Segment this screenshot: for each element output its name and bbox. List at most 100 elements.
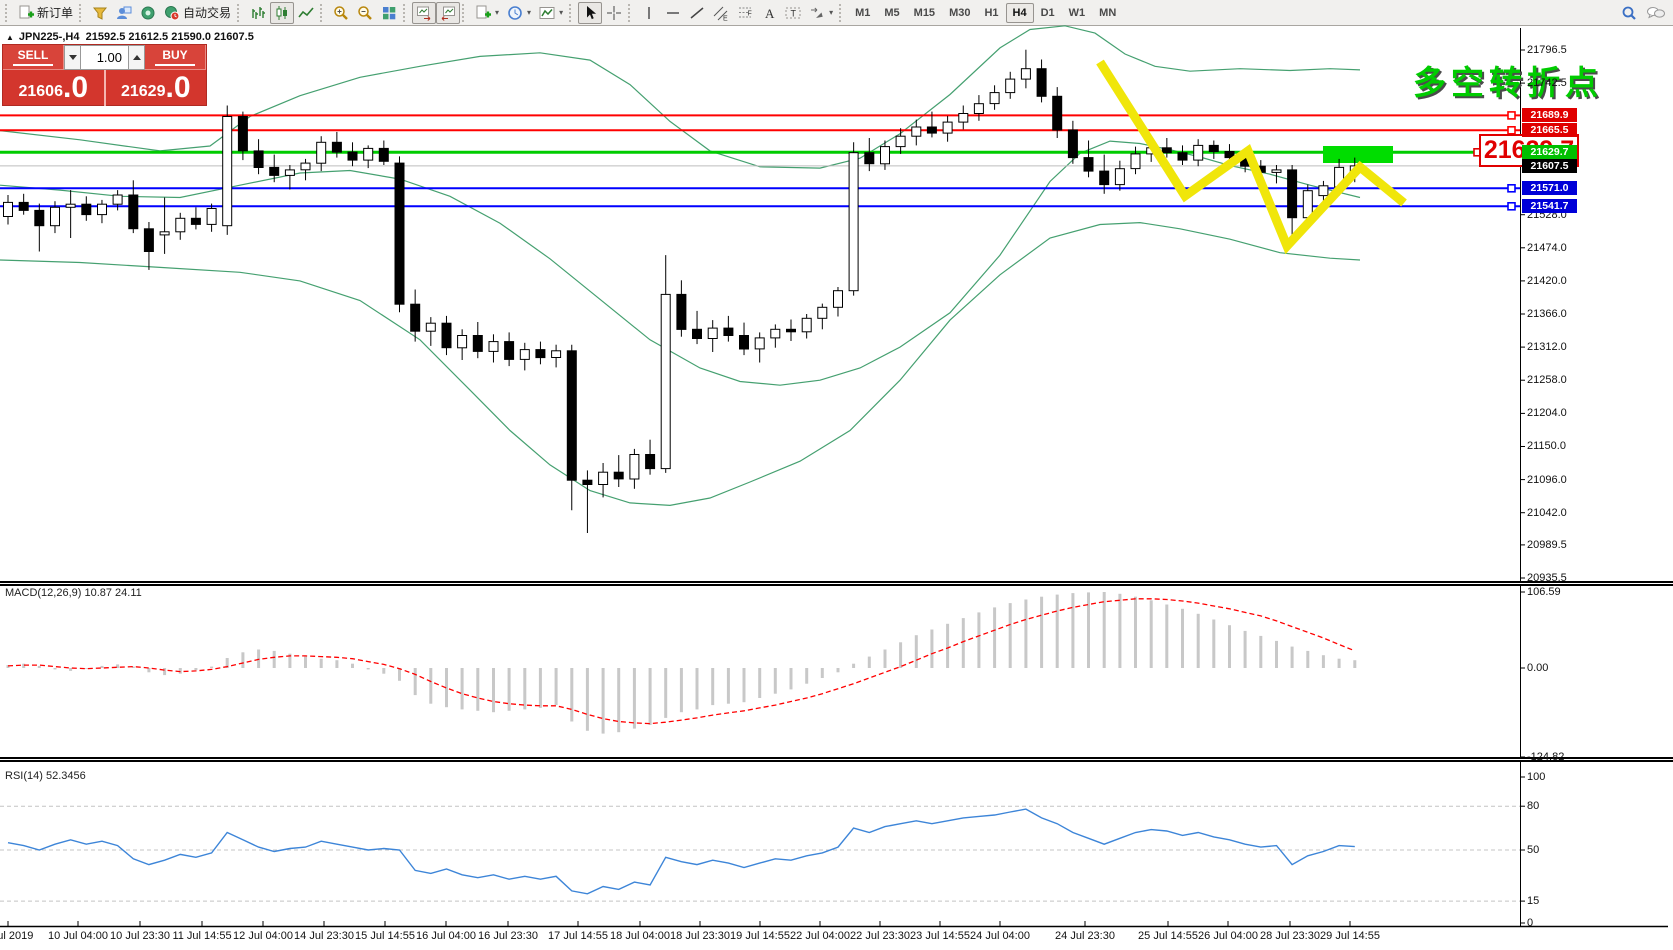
timeframe-m15-button[interactable]: M15 xyxy=(913,6,936,19)
cursor-icon xyxy=(582,5,598,21)
ohlc-values: 21592.5 21612.5 21590.0 21607.5 xyxy=(85,31,254,43)
profiles-button[interactable]: ▾ xyxy=(503,2,535,24)
chevron-down-icon: ▾ xyxy=(527,8,532,17)
buy-price[interactable]: 21629.0 xyxy=(120,71,191,104)
timeframe-h1-button[interactable]: H1 xyxy=(984,6,999,19)
turning-point-annotation: 多空转折点 xyxy=(1413,64,1603,101)
svg-text:T: T xyxy=(791,8,797,18)
text-label-button[interactable]: T xyxy=(781,2,805,24)
rsi-axis-label: 50 xyxy=(1527,844,1540,856)
toolbar-grip xyxy=(320,3,325,22)
autotrading-button[interactable]: 自动交易 xyxy=(160,2,235,24)
shapes-button[interactable]: ▾ xyxy=(805,2,837,24)
timeframe-d1-button[interactable]: D1 xyxy=(1040,6,1055,19)
timeframe-m30-button[interactable]: M30 xyxy=(949,6,971,19)
time-axis-label: 23 Jul 14:55 xyxy=(910,930,970,942)
new-chart-button[interactable]: ▾ xyxy=(471,2,503,24)
crosshair-button[interactable] xyxy=(602,2,626,24)
terminal-button[interactable] xyxy=(136,2,160,24)
volume-up-button[interactable] xyxy=(128,45,145,70)
macd-axis-label: -124.82 xyxy=(1527,751,1565,763)
sell-button[interactable]: SELL xyxy=(3,45,64,70)
time-axis-label: 24 Jul 23:30 xyxy=(1055,930,1115,942)
time-axis-label: 22 Jul 23:30 xyxy=(850,930,910,942)
cascade-windows-button[interactable] xyxy=(436,1,461,24)
timeframe-h4-button[interactable]: H4 xyxy=(1005,2,1034,23)
pane-splitter-rsi[interactable] xyxy=(0,757,1673,762)
timeframe-w1-button[interactable]: W1 xyxy=(1068,6,1086,19)
toolbar-grip xyxy=(5,3,10,22)
trend-icon xyxy=(689,5,705,21)
search-button[interactable] xyxy=(1616,2,1642,24)
price-axis-label: 21096.0 xyxy=(1527,473,1567,486)
textA-icon: A xyxy=(761,5,777,21)
vertical-line-button[interactable] xyxy=(637,2,661,24)
rsi-indicator-label: RSI(14) 52.3456 xyxy=(5,770,86,782)
hline-icon xyxy=(665,5,681,21)
doc-plus-icon xyxy=(18,5,34,21)
zoom-in-button[interactable] xyxy=(329,2,353,24)
toolbar-grip xyxy=(839,3,844,22)
arrow-down-icon xyxy=(68,55,77,60)
line-chart-button[interactable] xyxy=(294,2,318,24)
new-order-button[interactable]: 新订单 xyxy=(14,2,77,24)
pane-splitter-macd[interactable] xyxy=(0,581,1673,586)
shapes-icon xyxy=(809,5,825,21)
chat-icon xyxy=(1646,5,1666,21)
price-badge: 21665.5 xyxy=(1522,123,1577,138)
svg-text:A: A xyxy=(765,6,775,21)
indicators-button[interactable]: ▾ xyxy=(535,2,567,24)
symbol-name: JPN225-,H4 xyxy=(18,31,80,43)
price-axis-label: 21042.0 xyxy=(1527,506,1567,519)
one-click-trading-panel: SELL BUY 21606.0 21629.0 xyxy=(2,44,207,106)
horizontal-line-button[interactable] xyxy=(661,2,685,24)
tile-windows-button[interactable] xyxy=(377,2,401,24)
equidistant-channel-button[interactable]: E xyxy=(709,2,733,24)
price-badge: 21689.9 xyxy=(1522,108,1577,123)
time-axis-label: 15 Jul 14:55 xyxy=(355,930,415,942)
time-axis-label: 19 Jul 14:55 xyxy=(730,930,790,942)
rsi-axis-label: 80 xyxy=(1527,800,1540,813)
price-axis-label: 21742.5 xyxy=(1527,77,1567,90)
main-toolbar: 新订单 自动交易 ▾ ▾ ▾ E F A T ▾ M1 M5 M15 M30 H1 H4 D1 W1 MN xyxy=(0,0,1673,26)
arrow-up-icon xyxy=(132,55,141,60)
volume-input[interactable] xyxy=(81,45,128,70)
chevron-down-icon: ▾ xyxy=(559,8,564,17)
price-axis-label: 21204.0 xyxy=(1527,407,1567,420)
auto-arrange-button[interactable] xyxy=(412,1,437,24)
toolbar-grip xyxy=(462,3,467,22)
trendline-button[interactable] xyxy=(685,2,709,24)
timeframe-m5-button[interactable]: M5 xyxy=(884,6,900,19)
time-axis-label: 17 Jul 14:55 xyxy=(548,930,608,942)
labelT-icon: T xyxy=(785,5,801,21)
cursor-button[interactable] xyxy=(578,1,603,24)
time-axis-label: 26 Jul 04:00 xyxy=(1198,930,1258,942)
sell-price[interactable]: 21606.0 xyxy=(3,70,106,106)
price-badge: 21571.0 xyxy=(1522,181,1577,196)
navigator-button[interactable] xyxy=(112,2,136,24)
candle-chart-button[interactable] xyxy=(270,1,295,24)
time-axis-label: 10 Jul 04:00 xyxy=(48,930,108,942)
price-badge: 21541.7 xyxy=(1522,199,1577,214)
indicator-icon xyxy=(539,5,555,21)
timeframe-m1-button[interactable]: M1 xyxy=(855,6,871,19)
volume-down-button[interactable] xyxy=(64,45,81,70)
bar-chart-button[interactable] xyxy=(246,2,270,24)
fibonacci-button[interactable]: F xyxy=(733,2,757,24)
zoom-out-button[interactable] xyxy=(353,2,377,24)
person-icon xyxy=(116,5,132,21)
bars-icon xyxy=(250,5,266,21)
collapse-icon[interactable]: ▲ xyxy=(6,33,14,42)
macd-indicator-label: MACD(12,26,9) 10.87 24.11 xyxy=(5,587,142,599)
buy-button[interactable]: BUY xyxy=(145,45,206,70)
chat-button[interactable] xyxy=(1642,2,1670,24)
price-axis-label: 21420.0 xyxy=(1527,274,1567,287)
market-watch-button[interactable] xyxy=(88,2,112,24)
timeframe-mn-button[interactable]: MN xyxy=(1099,6,1117,19)
text-button[interactable]: A xyxy=(757,2,781,24)
toolbar-grip xyxy=(569,3,574,22)
fibo-icon: F xyxy=(737,5,753,21)
rsi-axis-label: 0 xyxy=(1527,917,1534,929)
price-axis-label: 21474.0 xyxy=(1527,241,1567,254)
